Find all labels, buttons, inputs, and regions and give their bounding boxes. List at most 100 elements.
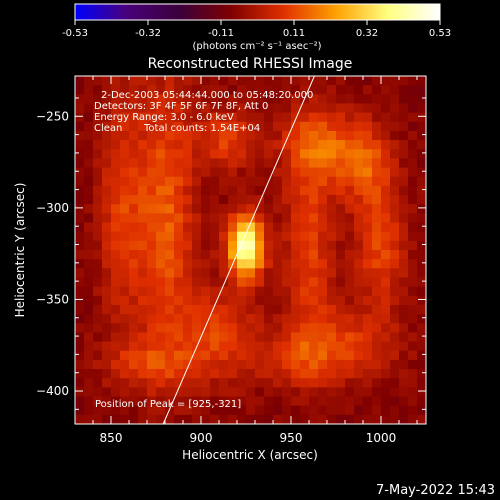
heatmap-cell <box>255 359 265 370</box>
heatmap-cell <box>291 323 301 333</box>
heatmap-cell <box>300 341 310 352</box>
heatmap-cell <box>408 231 418 242</box>
heatmap-cell <box>219 213 229 223</box>
heatmap-cell <box>354 295 364 306</box>
heatmap-cell <box>336 369 346 379</box>
heatmap-cell <box>327 149 337 159</box>
heatmap-cell <box>372 304 382 315</box>
heatmap-cell <box>372 222 382 233</box>
heatmap-cell <box>84 323 94 333</box>
heatmap-cell <box>363 158 373 168</box>
heatmap-cell <box>75 414 85 425</box>
heatmap-cell <box>183 268 193 278</box>
heatmap-cell <box>192 240 202 251</box>
heatmap-cell <box>417 250 427 260</box>
heatmap-cell <box>75 140 85 150</box>
heatmap-cell <box>327 341 337 352</box>
heatmap-cell <box>219 140 229 150</box>
heatmap-cell <box>300 222 310 233</box>
heatmap-cell <box>381 204 391 214</box>
heatmap-cell <box>75 231 85 242</box>
heatmap-cell <box>147 405 157 416</box>
heatmap-cell <box>111 387 121 397</box>
heatmap-cell <box>336 314 346 324</box>
heatmap-cell <box>363 350 373 361</box>
heatmap-cell <box>210 259 220 269</box>
heatmap-cell <box>84 185 94 196</box>
heatmap-cell <box>84 314 94 324</box>
heatmap-cell <box>192 323 202 333</box>
heatmap-cell <box>102 167 112 178</box>
heatmap-cell <box>129 130 139 141</box>
heatmap-cell <box>174 185 184 196</box>
heatmap-cell <box>192 369 202 379</box>
heatmap-cell <box>75 304 85 315</box>
heatmap-cell <box>228 396 238 407</box>
heatmap-cell <box>390 387 400 397</box>
heatmap-cell <box>111 332 121 342</box>
heatmap-cell <box>174 277 184 288</box>
heatmap-cell <box>228 359 238 370</box>
heatmap-cell <box>282 304 292 315</box>
heatmap-cell <box>291 185 301 196</box>
heatmap-cell <box>399 140 409 150</box>
heatmap-cell <box>102 332 112 342</box>
heatmap-cell <box>417 176 427 187</box>
heatmap-cell <box>318 149 328 159</box>
heatmap-cell <box>129 103 139 114</box>
heatmap-cell <box>399 185 409 196</box>
heatmap-cell <box>237 341 247 352</box>
heatmap-cell <box>291 414 301 425</box>
heatmap-cell <box>84 295 94 306</box>
heatmap-cell <box>156 158 166 168</box>
heatmap-cell <box>75 323 85 333</box>
heatmap-cell <box>210 359 220 370</box>
heatmap-cell <box>129 304 139 315</box>
heatmap-cell <box>318 314 328 324</box>
heatmap-cell <box>372 213 382 223</box>
heatmap-cell <box>273 295 283 306</box>
colorbar-tick-label: -0.32 <box>135 28 161 39</box>
heatmap-cell <box>309 341 319 352</box>
heatmap-cell <box>93 130 103 141</box>
heatmap-cell <box>192 332 202 342</box>
heatmap-cell <box>75 350 85 361</box>
heatmap-cell <box>228 176 238 187</box>
heatmap-cell <box>138 103 148 114</box>
heatmap-cell <box>282 323 292 333</box>
heatmap-cell <box>228 341 238 352</box>
heatmap-cell <box>201 94 211 104</box>
heatmap-cell <box>417 167 427 178</box>
heatmap-cell <box>264 387 274 397</box>
heatmap-cell <box>363 259 373 269</box>
heatmap-cell <box>84 167 94 178</box>
heatmap-cell <box>147 213 157 223</box>
heatmap-cell <box>246 149 256 159</box>
heatmap-cell <box>84 204 94 214</box>
heatmap-cell <box>237 259 247 269</box>
heatmap-cell <box>372 85 382 95</box>
heatmap-cell <box>255 250 265 260</box>
heatmap-cell <box>300 176 310 187</box>
heatmap-cell <box>111 213 121 223</box>
heatmap-cell <box>273 94 283 104</box>
heatmap-cell <box>354 378 364 388</box>
heatmap-cell <box>345 112 355 123</box>
heatmap-cell <box>93 204 103 214</box>
heatmap-cell <box>282 204 292 214</box>
heatmap-cell <box>246 85 256 95</box>
heatmap-cell <box>336 167 346 178</box>
heatmap-cell <box>84 405 94 416</box>
heatmap-cell <box>381 314 391 324</box>
heatmap-cell <box>363 121 373 132</box>
heatmap-cell <box>174 259 184 269</box>
heatmap-cell <box>246 405 256 416</box>
heatmap-cell <box>183 286 193 297</box>
heatmap-cell <box>264 277 274 288</box>
heatmap-cell <box>417 259 427 269</box>
heatmap-cell <box>273 359 283 370</box>
heatmap-cell <box>318 286 328 297</box>
heatmap-cell <box>282 76 292 86</box>
heatmap-cell <box>264 240 274 251</box>
